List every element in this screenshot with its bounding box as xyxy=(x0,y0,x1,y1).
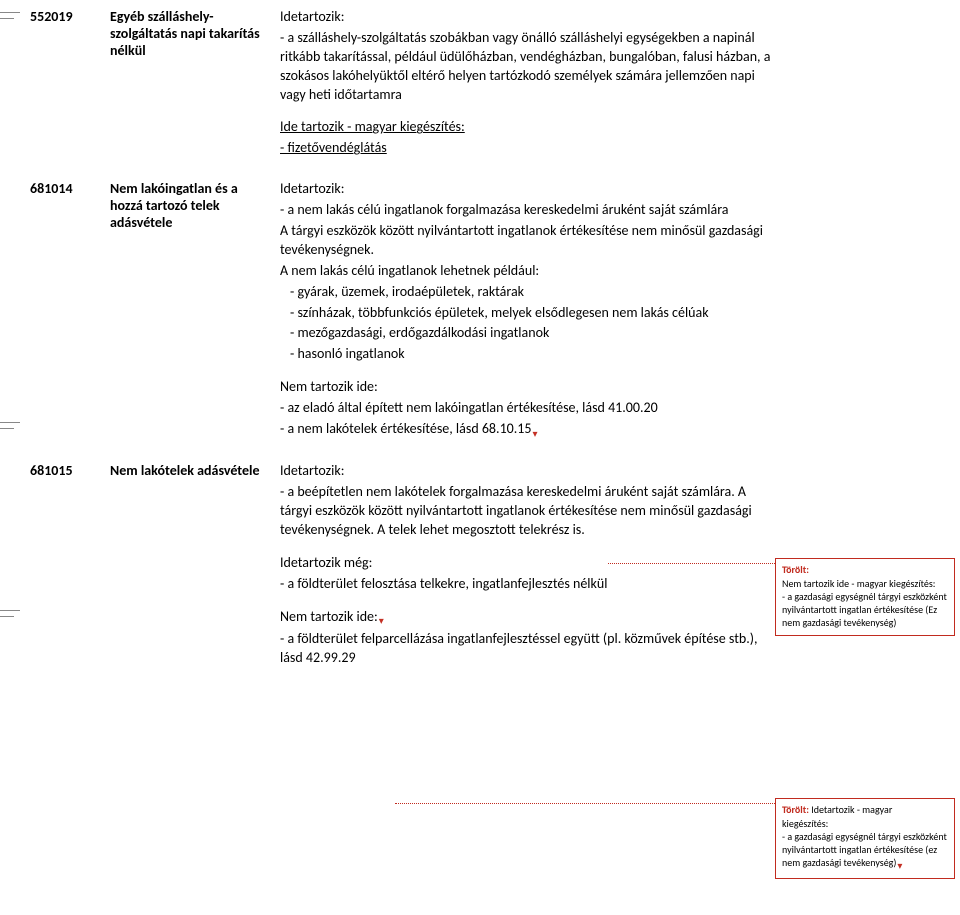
excludes-item: - a nem lakótelek értékesítése, lásd 68.… xyxy=(280,420,780,440)
includes-label: Idetartozik: xyxy=(280,462,780,481)
comment-leader-line xyxy=(608,563,775,564)
excludes-heading: Nem tartozik ide: xyxy=(280,378,780,397)
comment-leader-line xyxy=(395,803,775,804)
track-change-comment: Törölt: Nem tartozik ide - magyar kiegés… xyxy=(775,558,955,636)
body-text: - a beépítetlen nem lakótelek forgalmazá… xyxy=(280,483,780,540)
body-text: A nem lakás célú ingatlanok lehetnek pél… xyxy=(280,262,780,281)
document-page: 552019 Egyéb szálláshely-szolgáltatás na… xyxy=(30,0,780,670)
entry-body: Idetartozik: - a beépítetlen nem lakótel… xyxy=(280,462,780,669)
excludes-item: - az eladó által épített nem lakóingatla… xyxy=(280,399,780,418)
revision-mark xyxy=(0,12,28,24)
body-text: A tárgyi eszközök között nyilvántartott … xyxy=(280,222,780,260)
also-includes-item: - a földterület felosztása telkekre, ing… xyxy=(280,575,780,594)
code: 552019 xyxy=(30,8,110,25)
entry-681014: 681014 Nem lakóingatlan és a hozzá tarto… xyxy=(30,180,780,442)
revision-mark xyxy=(0,422,28,434)
excludes-item: - a földterület felparcellázása ingatlan… xyxy=(280,630,780,668)
list-item: - gyárak, üzemek, irodaépületek, raktára… xyxy=(290,283,780,302)
revision-caret-icon: ▾ xyxy=(378,614,385,627)
entry-title: Nem lakótelek adásvétele xyxy=(110,462,280,479)
list-item: - mezőgazdasági, erdőgazdálkodási ingatl… xyxy=(290,324,780,343)
revision-caret-icon: ▾ xyxy=(896,859,903,872)
includes-label: Idetartozik: xyxy=(280,180,780,199)
entry-body: Idetartozik: - a szálláshely-szolgáltatá… xyxy=(280,8,780,160)
comment-head: Törölt: xyxy=(782,563,948,576)
comment-body: kiegészítés: - a gazdasági egységnél tár… xyxy=(782,817,948,872)
list-item: - hasonló ingatlanok xyxy=(290,345,780,364)
supplement-body: - fizetővendéglátás xyxy=(280,139,780,158)
includes-label: Idetartozik: xyxy=(280,8,780,27)
code: 681015 xyxy=(30,462,110,479)
comment-body: Nem tartozik ide - magyar kiegészítés: -… xyxy=(782,577,948,629)
entry-title: Egyéb szálláshely-szolgáltatás napi taka… xyxy=(110,8,280,59)
entry-552019: 552019 Egyéb szálláshely-szolgáltatás na… xyxy=(30,8,780,160)
entry-body: Idetartozik: - a nem lakás célú ingatlan… xyxy=(280,180,780,442)
track-change-comment: Törölt: Idetartozik - magyar kiegészítés… xyxy=(775,798,955,879)
entry-681015: 681015 Nem lakótelek adásvétele Idetarto… xyxy=(30,462,780,669)
revision-caret-icon: ▾ xyxy=(531,427,538,440)
body-text: - a szálláshely-szolgáltatás szobákban v… xyxy=(280,29,780,105)
supplement-heading: Ide tartozik - magyar kiegészítés: xyxy=(280,118,780,137)
body-text: - a nem lakás célú ingatlanok forgalmazá… xyxy=(280,201,780,220)
revision-mark xyxy=(0,610,28,622)
comment-head: Törölt: Idetartozik - magyar xyxy=(782,803,948,816)
entry-title: Nem lakóingatlan és a hozzá tartozó tele… xyxy=(110,180,280,231)
excludes-heading: Nem tartozik ide:▾ xyxy=(280,608,780,628)
list-item: - színházak, többfunkciós épületek, mely… xyxy=(290,304,780,323)
code: 681014 xyxy=(30,180,110,197)
